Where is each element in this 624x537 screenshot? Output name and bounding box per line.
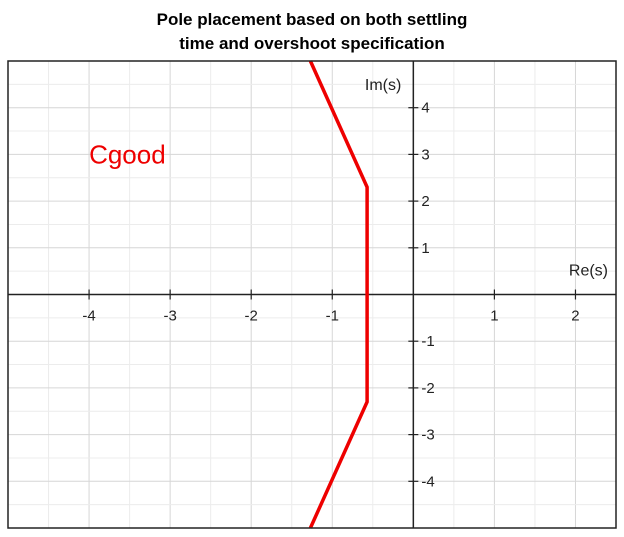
y-tick-label: -1	[421, 333, 434, 350]
y-tick-label: 2	[421, 193, 429, 210]
axes	[8, 61, 616, 528]
y-axis-label: Im(s)	[365, 77, 401, 94]
x-tick-label: -4	[82, 308, 95, 325]
x-tick-label: -2	[245, 308, 258, 325]
y-tick-label: 1	[421, 240, 429, 257]
y-tick-label: -3	[421, 427, 434, 444]
x-axis-label: Re(s)	[569, 263, 608, 280]
x-tick-label: -1	[326, 308, 339, 325]
chart-title-line-1: Pole placement based on both settling	[156, 10, 468, 29]
chart-title: Pole placement based on both settling ti…	[0, 8, 624, 56]
ticks: -4 -3 -2 -1 1 2 4 3 2 1 -1 -2 -3 -4	[82, 100, 579, 491]
chart-title-line-2: time and overshoot specification	[179, 34, 445, 53]
labels: Re(s) Im(s) Cgood	[89, 77, 608, 280]
y-tick-label: -4	[421, 473, 434, 490]
x-tick-label: 1	[490, 308, 498, 325]
pole-region-boundary	[308, 60, 369, 529]
y-tick-label: 3	[421, 146, 429, 163]
x-tick-label: -3	[163, 308, 176, 325]
x-tick-label: 2	[571, 308, 579, 325]
plot-frame	[7, 60, 617, 529]
series	[308, 60, 369, 529]
annotation-label: Cgood	[89, 139, 166, 169]
y-tick-label: 4	[421, 100, 429, 117]
y-tick-label: -2	[421, 380, 434, 397]
